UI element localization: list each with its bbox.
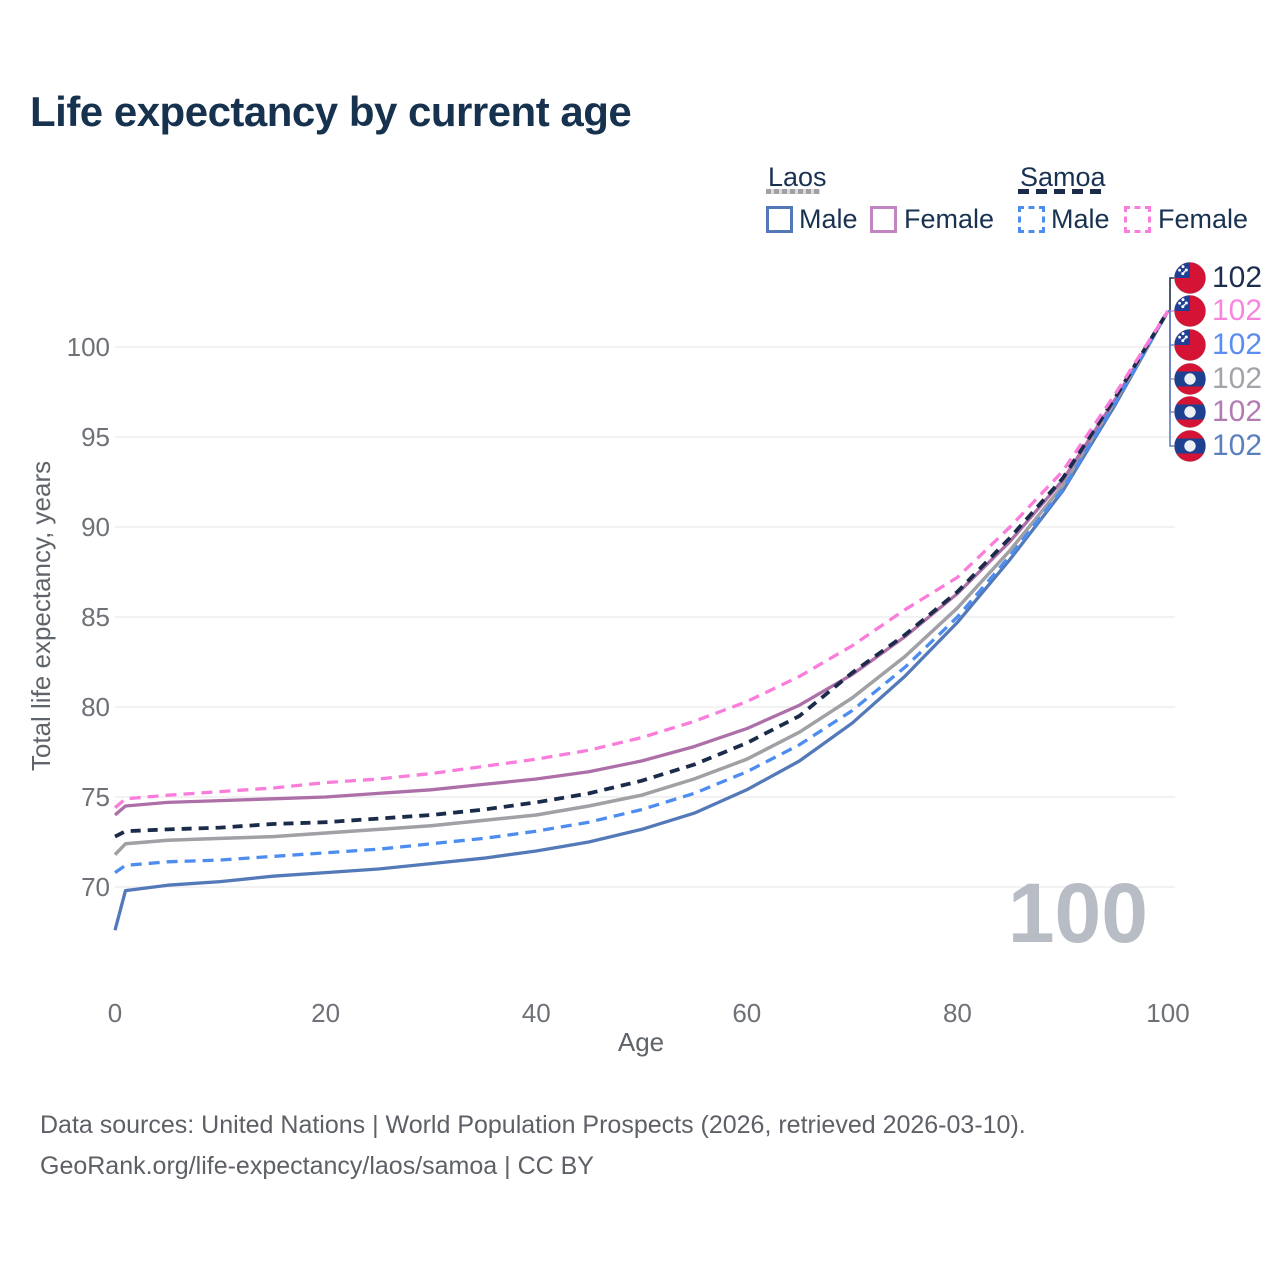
- x-tick-label: 40: [522, 998, 551, 1028]
- x-tick-label: 60: [732, 998, 761, 1028]
- end-value-label: 102: [1212, 328, 1263, 361]
- laos-flag-icon: [1174, 396, 1206, 428]
- leader-lines: [1168, 277, 1174, 447]
- series-line-laos-male[interactable]: [113, 310, 1170, 931]
- series-line-samoa-female[interactable]: [113, 310, 1170, 810]
- end-value-label: 102: [1212, 294, 1263, 327]
- end-marker-laos-both-sexes: 102: [1174, 363, 1262, 395]
- end-marker-laos-female: 102: [1174, 396, 1262, 428]
- legend-country-samoa[interactable]: Samoa: [1020, 162, 1106, 192]
- axis-ticks: 70 75 80 85 90 95 100 0 20 40 60 80 100: [67, 332, 1190, 1028]
- series-line-laos-female[interactable]: [113, 310, 1170, 817]
- x-tick-label: 20: [311, 998, 340, 1028]
- end-marker-samoa-both-sexes: 102: [1174, 262, 1262, 294]
- samoa-flag-icon: [1174, 329, 1206, 361]
- laos-flag-icon: [1174, 430, 1206, 462]
- end-value-label: 102: [1212, 261, 1263, 294]
- laos-flag-icon: [1174, 363, 1206, 395]
- samoa-flag-icon: [1174, 295, 1206, 327]
- end-value-label: 102: [1212, 429, 1263, 462]
- legend-swatch-laos-female[interactable]: [870, 206, 897, 233]
- current-age-watermark: 100: [1008, 866, 1148, 960]
- x-axis-title: Age: [618, 1027, 664, 1057]
- series-line-laos-both-sexes[interactable]: [113, 310, 1170, 856]
- samoa-line-style-swatch: [1018, 189, 1106, 194]
- y-tick-label: 70: [81, 872, 110, 902]
- legend-label-samoa-female[interactable]: Female: [1158, 204, 1249, 234]
- y-tick-label: 95: [81, 422, 110, 452]
- x-tick-label: 80: [943, 998, 972, 1028]
- page-title: Life expectancy by current age: [30, 88, 632, 135]
- footer-attribution: GeoRank.org/life-expectancy/laos/samoa |…: [40, 1152, 594, 1180]
- y-tick-label: 80: [81, 692, 110, 722]
- gridlines: [115, 346, 1175, 888]
- x-tick-label: 0: [108, 998, 122, 1028]
- y-tick-label: 75: [81, 782, 110, 812]
- leader-line: [1168, 310, 1174, 447]
- legend-swatch-samoa-female[interactable]: [1124, 206, 1151, 233]
- series-line-samoa-both-sexes[interactable]: [114, 310, 1170, 839]
- end-marker-laos-male: 102: [1174, 430, 1262, 462]
- y-axis-title: Total life expectancy, years: [26, 461, 56, 771]
- x-tick-label: 100: [1146, 998, 1189, 1028]
- legend-swatch-laos-male[interactable]: [766, 206, 793, 233]
- legend-label-laos-female[interactable]: Female: [904, 204, 995, 234]
- end-marker-samoa-female: 102: [1174, 295, 1262, 327]
- laos-line-style-swatch: [766, 189, 820, 194]
- samoa-flag-icon: [1174, 262, 1206, 294]
- legend-label-laos-male[interactable]: Male: [799, 204, 858, 234]
- legend-country-laos[interactable]: Laos: [768, 162, 827, 192]
- y-tick-label: 90: [81, 512, 110, 542]
- y-tick-label: 85: [81, 602, 110, 632]
- end-value-label: 102: [1212, 362, 1263, 395]
- legend-label-samoa-male[interactable]: Male: [1051, 204, 1110, 234]
- series-line-samoa-male[interactable]: [114, 310, 1170, 874]
- footer: Data sources: United Nations | World Pop…: [40, 1105, 1026, 1187]
- footer-data-sources: Data sources: United Nations | World Pop…: [40, 1111, 1026, 1139]
- end-value-label: 102: [1212, 395, 1263, 428]
- legend-swatch-samoa-male[interactable]: [1018, 206, 1045, 233]
- series-lines: [113, 310, 1170, 931]
- y-tick-label: 100: [67, 332, 110, 362]
- end-marker-samoa-male: 102: [1174, 329, 1262, 361]
